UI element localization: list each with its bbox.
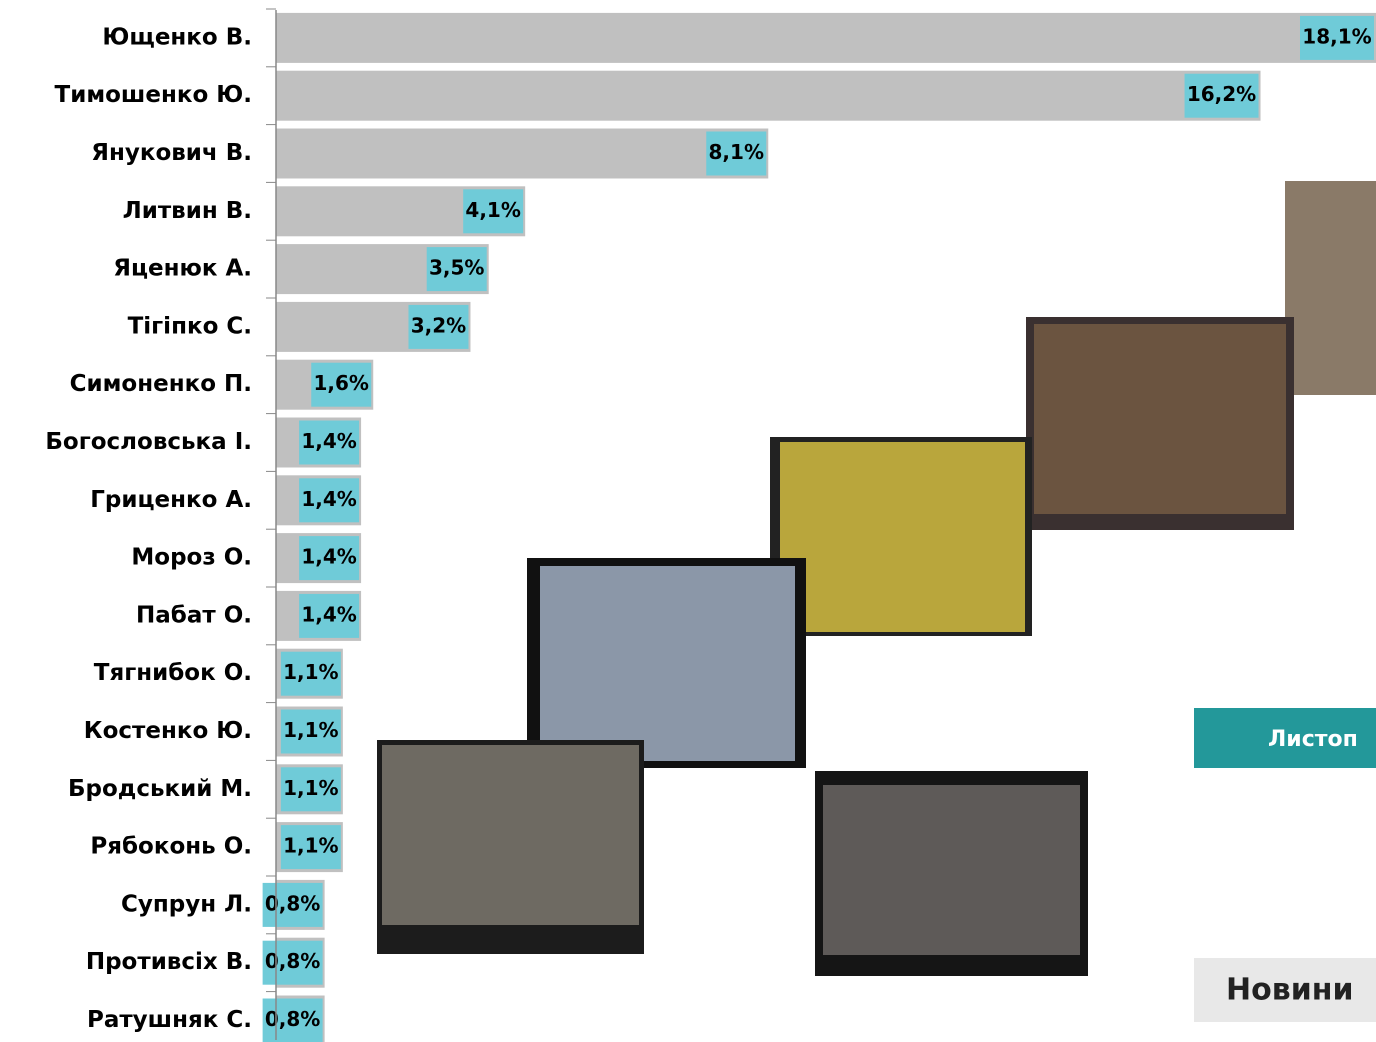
photo-inner <box>780 442 1025 632</box>
y-tick-label: Яценюк А. <box>113 256 252 282</box>
photo-inner <box>823 785 1080 955</box>
value-label: 8,1% <box>709 140 764 164</box>
value-label: 1,4% <box>301 545 356 569</box>
value-label: 18,1% <box>1302 24 1371 48</box>
y-tick-label: Литвин В. <box>123 198 252 224</box>
value-label: 0,8% <box>265 891 320 915</box>
value-label: 0,8% <box>265 949 320 973</box>
photo-inner <box>540 566 795 761</box>
y-tick-label: Костенко Ю. <box>84 718 252 744</box>
value-label: 0,8% <box>265 1007 320 1031</box>
y-tick-label: Противсіх В. <box>86 949 252 975</box>
value-label: 1,1% <box>283 776 338 800</box>
photos <box>377 181 1376 976</box>
value-label: 1,1% <box>283 834 338 858</box>
y-tick-label: Ющенко В. <box>102 24 252 50</box>
y-tick-label: Ратушняк С. <box>87 1007 252 1033</box>
value-label: 16,2% <box>1187 82 1256 106</box>
bar <box>276 13 1376 63</box>
value-label: 1,4% <box>301 602 356 626</box>
link-text[interactable]: Листоп <box>1268 727 1358 752</box>
y-tick-label: Янукович В. <box>91 140 252 166</box>
y-tick-label: Мороз О. <box>131 545 252 571</box>
page: {"chart_data": {"type": "bar", "orientat… <box>0 0 1376 1042</box>
bar <box>276 71 1261 121</box>
photo-inner <box>1034 324 1286 514</box>
value-label: 1,6% <box>314 371 369 395</box>
y-tick-label: Гриценко А. <box>90 487 252 513</box>
y-tick-label: Симоненко П. <box>70 371 252 397</box>
photo-inner <box>382 745 639 925</box>
value-label: 3,5% <box>429 256 484 280</box>
y-tick-label: Супрун Л. <box>121 891 252 917</box>
y-tick-label: Богословська І. <box>45 429 252 455</box>
photo <box>1285 181 1376 395</box>
value-label: 3,2% <box>411 313 466 337</box>
value-label: 1,4% <box>301 487 356 511</box>
value-label: 4,1% <box>465 198 520 222</box>
link-text[interactable]: Новини <box>1226 973 1353 1008</box>
y-tick-label: Рябоконь О. <box>90 834 252 860</box>
y-tick-label: Тігіпко С. <box>128 313 252 339</box>
bar <box>276 129 768 179</box>
value-label: 1,1% <box>283 660 338 684</box>
y-tick-label: Тягнибок О. <box>94 660 252 686</box>
y-tick-label: Тимошенко Ю. <box>55 82 252 108</box>
value-label: 1,4% <box>301 429 356 453</box>
value-label: 1,1% <box>283 718 338 742</box>
y-tick-label: Пабат О. <box>136 602 252 628</box>
chart: Ющенко В. 18,1% Тимошенко Ю. 16,2% Янукович … <box>0 0 1376 1042</box>
y-tick-label: Бродський М. <box>68 776 252 802</box>
